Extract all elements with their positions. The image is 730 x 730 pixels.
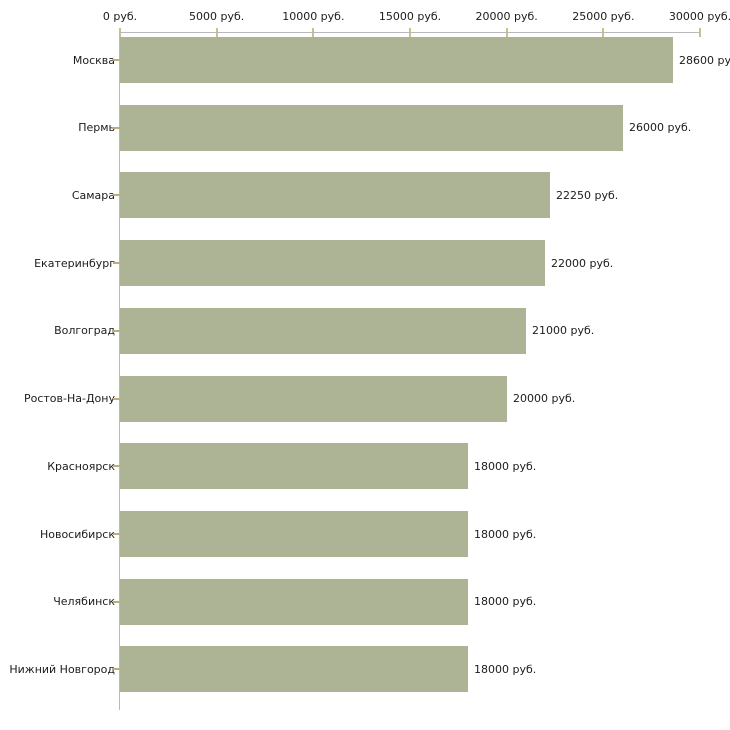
category-label: Красноярск bbox=[47, 459, 115, 473]
category-label: Волгоград bbox=[54, 324, 115, 338]
salary-bar bbox=[120, 646, 468, 693]
x-axis-tick-label: 0 руб. bbox=[102, 10, 138, 23]
x-axis-tick-label: 30000 руб. bbox=[668, 10, 730, 23]
x-axis-line bbox=[119, 32, 701, 33]
y-axis-tick-mark bbox=[113, 126, 120, 129]
bar-row: Москва 28600 руб. bbox=[0, 32, 730, 100]
bar-row: Пермь 26000 руб. bbox=[0, 100, 730, 168]
x-axis-tick-label: 25000 руб. bbox=[572, 10, 635, 23]
bar-row: Нижний Новгород 18000 руб. bbox=[0, 641, 730, 709]
category-label: Самара bbox=[71, 188, 115, 202]
salary-bar bbox=[120, 578, 468, 625]
y-axis-tick-mark bbox=[113, 397, 120, 400]
bar-row: Самара 22250 руб. bbox=[0, 167, 730, 235]
x-axis-tick-label: 10000 руб. bbox=[282, 10, 345, 23]
salary-bar bbox=[120, 104, 623, 151]
category-label: Москва bbox=[72, 53, 115, 67]
value-label: 22000 руб. bbox=[551, 256, 614, 270]
y-axis-line bbox=[119, 32, 120, 711]
value-label: 18000 руб. bbox=[474, 459, 537, 473]
category-label: Нижний Новгород bbox=[9, 662, 115, 676]
category-label: Екатеринбург bbox=[34, 256, 115, 270]
salary-bar bbox=[120, 307, 526, 354]
salary-bar bbox=[120, 37, 673, 83]
value-label: 20000 руб. bbox=[513, 392, 576, 406]
y-axis-tick-mark bbox=[113, 668, 120, 671]
x-axis-tick-label: 5000 руб. bbox=[189, 10, 245, 23]
category-label: Ростов-На-Дону bbox=[23, 392, 115, 406]
bar-row: Челябинск 18000 руб. bbox=[0, 574, 730, 642]
category-label: Челябинск bbox=[53, 595, 115, 609]
bar-row: Екатеринбург 22000 руб. bbox=[0, 235, 730, 303]
value-label: 18000 руб. bbox=[474, 595, 537, 609]
value-label: 18000 руб. bbox=[474, 662, 537, 676]
y-axis-tick-mark bbox=[113, 329, 120, 332]
value-label: 22250 руб. bbox=[556, 188, 619, 202]
salary-bar bbox=[120, 443, 468, 490]
salary-bar bbox=[120, 375, 507, 422]
value-label: 28600 руб. bbox=[679, 53, 730, 67]
x-axis-tick-label: 15000 руб. bbox=[378, 10, 442, 23]
y-axis-tick-mark bbox=[113, 194, 120, 197]
bar-row: Ростов-На-Дону 20000 руб. bbox=[0, 371, 730, 439]
y-axis-tick-mark bbox=[113, 600, 120, 603]
value-label: 18000 руб. bbox=[474, 527, 537, 541]
y-axis-tick-mark bbox=[113, 262, 120, 265]
value-label: 21000 руб. bbox=[532, 324, 595, 338]
category-label: Пермь bbox=[78, 121, 115, 135]
x-axis-tick-label: 20000 руб. bbox=[475, 10, 538, 23]
value-label: 26000 руб. bbox=[629, 121, 692, 135]
category-label: Новосибирск bbox=[39, 527, 115, 541]
bar-row: Красноярск 18000 руб. bbox=[0, 438, 730, 506]
y-axis-tick-mark bbox=[113, 533, 120, 536]
salary-bar bbox=[120, 172, 550, 219]
salary-bar bbox=[120, 511, 468, 558]
y-axis-tick-mark bbox=[113, 59, 120, 61]
bar-row: Новосибирск 18000 руб. bbox=[0, 506, 730, 574]
y-axis-tick-mark bbox=[113, 465, 120, 468]
salary-bar bbox=[120, 240, 545, 287]
bar-row: Волгоград 21000 руб. bbox=[0, 303, 730, 371]
